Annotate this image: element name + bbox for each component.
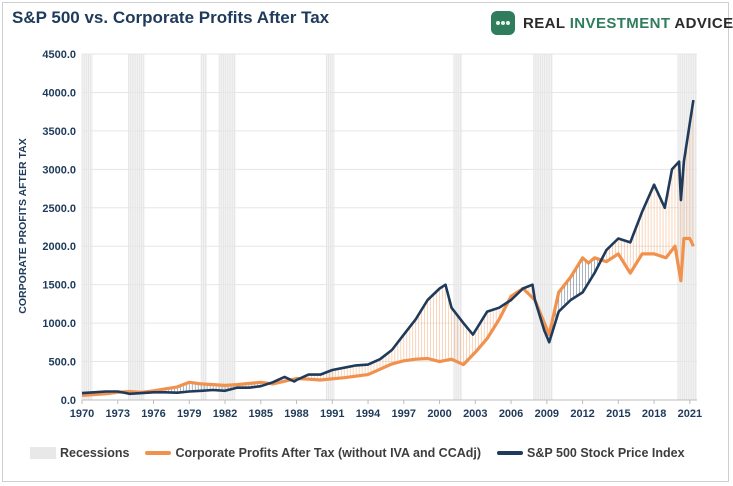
recession-band xyxy=(453,54,463,400)
x-tick-label: 1991 xyxy=(320,408,344,420)
y-tick-label: 0.0 xyxy=(61,395,76,407)
legend-item-profits: Corporate Profits After Tax (without IVA… xyxy=(145,446,481,460)
x-tick-label: 1979 xyxy=(177,408,201,420)
x-tick-label: 1997 xyxy=(392,408,416,420)
x-tick-label: 1988 xyxy=(284,408,308,420)
y-tick-label: 1500.0 xyxy=(42,280,76,292)
chart-plot: 0.0 500.0 1000.0 1500.0 2000.0 2500.0 3000.0 35… xyxy=(17,49,702,420)
legend-label-profits: Corporate Profits After Tax (without IVA… xyxy=(175,446,482,460)
brand-logo: REAL INVESTMENT ADVICE xyxy=(491,10,733,36)
recession-band xyxy=(200,54,208,400)
x-tick-label: 2021 xyxy=(678,408,702,420)
x-tick-label: 2003 xyxy=(463,408,487,420)
x-tick-label: 1982 xyxy=(213,408,237,420)
legend-swatch-profits xyxy=(145,451,172,455)
chat-bubble-icon xyxy=(491,11,515,35)
x-tick-label: 2000 xyxy=(427,408,451,420)
legend-label-sp500: S&P 500 Stock Price Index xyxy=(527,446,685,460)
y-tick-label: 2500.0 xyxy=(42,203,76,215)
x-tick-label: 1973 xyxy=(106,408,130,420)
brand-name: REAL INVESTMENT ADVICE xyxy=(523,15,733,32)
chart-frame xyxy=(2,2,729,482)
y-tick-label: 4000.0 xyxy=(42,87,76,99)
x-tick-label: 1970 xyxy=(70,408,94,420)
series-line-corporate-profits xyxy=(81,236,695,397)
x-tick-label: 2018 xyxy=(642,408,666,420)
x-tick-label: 2012 xyxy=(570,408,594,420)
x-tick-label: 2006 xyxy=(499,408,523,420)
y-tick-label: 4500.0 xyxy=(42,49,76,61)
legend-swatch-recessions xyxy=(30,447,56,459)
chart-title: S&P 500 vs. Corporate Profits After Tax xyxy=(12,8,330,27)
recession-band xyxy=(325,54,335,400)
x-tick-label: 2009 xyxy=(535,408,559,420)
x-tick-label: 1985 xyxy=(249,408,273,420)
brand-prefix: REAL xyxy=(523,14,570,32)
y-tick-label: 3500.0 xyxy=(42,126,76,138)
recession-band xyxy=(218,54,236,400)
gap-fill xyxy=(165,103,694,393)
y-axis-label: CORPORATE PROFITS AFTER TAX xyxy=(17,138,29,313)
axis-ticks: 0.0 500.0 1000.0 1500.0 2000.0 2500.0 3000.0 35… xyxy=(42,49,702,420)
recession-band xyxy=(81,54,93,400)
x-tick-label: 1976 xyxy=(141,408,165,420)
series-lines xyxy=(81,99,695,397)
y-tick-label: 2000.0 xyxy=(42,241,76,253)
recession-band xyxy=(533,54,553,400)
x-tick-label: 1994 xyxy=(356,408,381,420)
legend-label-recessions: Recessions xyxy=(60,446,130,460)
brand-accent: INVESTMENT xyxy=(569,14,671,32)
legend-item-sp500: S&P 500 Stock Price Index xyxy=(497,446,685,460)
series-line-sp500 xyxy=(81,99,695,396)
chart-legend: Recessions Corporate Profits After Tax (… xyxy=(30,446,701,460)
legend-item-recessions: Recessions xyxy=(30,446,129,460)
x-tick-label: 2015 xyxy=(606,408,630,420)
y-tick-label: 1000.0 xyxy=(42,318,76,330)
y-tick-label: 500.0 xyxy=(48,357,76,369)
recession-bands xyxy=(81,54,697,400)
recession-band xyxy=(128,54,145,400)
brand-suffix: ADVICE xyxy=(670,14,733,32)
gridlines xyxy=(82,53,697,401)
legend-swatch-sp500 xyxy=(497,451,524,455)
y-tick-label: 3000.0 xyxy=(42,164,76,176)
